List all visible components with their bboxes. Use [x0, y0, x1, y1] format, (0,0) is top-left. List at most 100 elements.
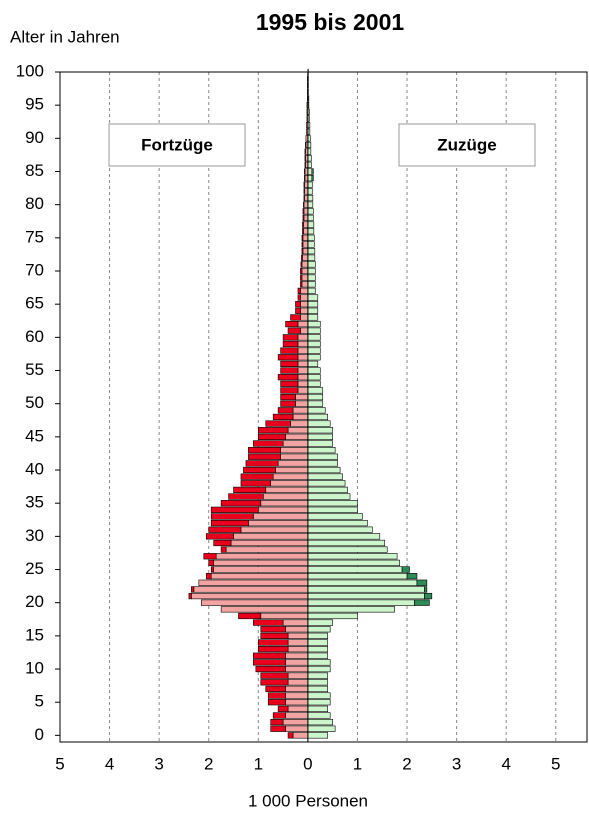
- bar: [297, 347, 309, 354]
- bar: [307, 566, 403, 573]
- bar: [253, 440, 284, 447]
- x-axis-label: 1 000 Personen: [248, 791, 368, 810]
- bar: [287, 632, 309, 639]
- bar: [270, 725, 286, 732]
- bar: [287, 639, 309, 646]
- bar: [287, 327, 301, 334]
- bar: [213, 539, 232, 547]
- bar: [260, 612, 309, 620]
- bar: [297, 287, 301, 295]
- bar: [245, 460, 279, 467]
- legend-label: Zuzüge: [437, 135, 497, 154]
- bar: [238, 612, 262, 620]
- bar: [253, 652, 286, 659]
- bar: [240, 526, 309, 533]
- bar: [272, 473, 309, 480]
- bar: [301, 241, 304, 248]
- bar: [307, 274, 316, 281]
- bar: [280, 393, 296, 401]
- bar: [300, 281, 303, 288]
- bar: [265, 420, 291, 427]
- bar: [303, 221, 309, 228]
- bar: [210, 566, 214, 573]
- bar: [307, 486, 348, 494]
- bar: [307, 533, 381, 540]
- bar: [302, 247, 309, 255]
- bar: [258, 639, 289, 646]
- bar: [307, 161, 312, 168]
- bar: [280, 453, 309, 460]
- y-tick-label: 90: [25, 128, 44, 147]
- y-tick-label: 5: [35, 692, 44, 711]
- bar: [307, 579, 418, 586]
- bar: [304, 181, 309, 188]
- bar: [272, 413, 294, 421]
- bar: [287, 427, 309, 434]
- y-tick-label: 65: [25, 294, 44, 313]
- bar: [307, 612, 358, 620]
- bar: [307, 181, 313, 188]
- y-tick-label: 55: [25, 360, 44, 379]
- bar: [307, 447, 336, 454]
- bar: [307, 407, 326, 414]
- bar: [307, 546, 388, 553]
- bar: [406, 573, 418, 580]
- bar: [260, 672, 289, 679]
- bar: [297, 387, 309, 394]
- bar: [255, 665, 286, 673]
- bar: [285, 725, 309, 732]
- bar: [215, 553, 309, 560]
- bar: [304, 194, 309, 202]
- bar: [270, 718, 284, 726]
- bar: [307, 519, 368, 527]
- bar: [416, 579, 428, 586]
- bar: [277, 460, 309, 467]
- x-tick-label: 5: [55, 754, 64, 773]
- bar: [253, 513, 309, 520]
- bar: [307, 307, 319, 314]
- bar: [304, 188, 309, 195]
- bar: [303, 214, 309, 222]
- bar: [300, 267, 303, 275]
- bar: [260, 679, 289, 686]
- bar: [248, 453, 281, 460]
- bar: [307, 175, 313, 182]
- x-tick-label: 1: [254, 754, 263, 773]
- bar: [302, 228, 304, 235]
- bar: [307, 553, 398, 560]
- bar: [210, 506, 259, 513]
- bar: [213, 566, 309, 573]
- bar: [285, 659, 309, 666]
- bar: [260, 632, 289, 639]
- bar: [307, 599, 415, 606]
- bar: [307, 221, 315, 228]
- bar: [307, 387, 324, 394]
- bar: [258, 433, 286, 440]
- bar: [307, 626, 331, 633]
- bar: [307, 241, 315, 248]
- bar: [307, 718, 333, 726]
- bar: [307, 699, 331, 706]
- bar: [307, 400, 324, 407]
- x-tick-label: 3: [154, 754, 163, 773]
- bar: [307, 354, 321, 361]
- bar: [307, 247, 316, 255]
- bar: [295, 301, 301, 308]
- x-tick-label: 1: [353, 754, 362, 773]
- bar: [248, 447, 281, 454]
- bar: [307, 254, 316, 261]
- y-tick-label: 30: [25, 526, 44, 545]
- bar: [282, 340, 299, 348]
- bar: [210, 573, 309, 580]
- bar: [282, 619, 309, 626]
- x-tick-label: 0: [303, 754, 312, 773]
- bar: [282, 718, 309, 726]
- bar: [301, 274, 309, 281]
- bar: [307, 334, 321, 341]
- bar: [267, 699, 286, 706]
- bar: [300, 327, 309, 334]
- bar: [287, 672, 309, 679]
- bar: [307, 367, 321, 374]
- bar: [307, 188, 313, 195]
